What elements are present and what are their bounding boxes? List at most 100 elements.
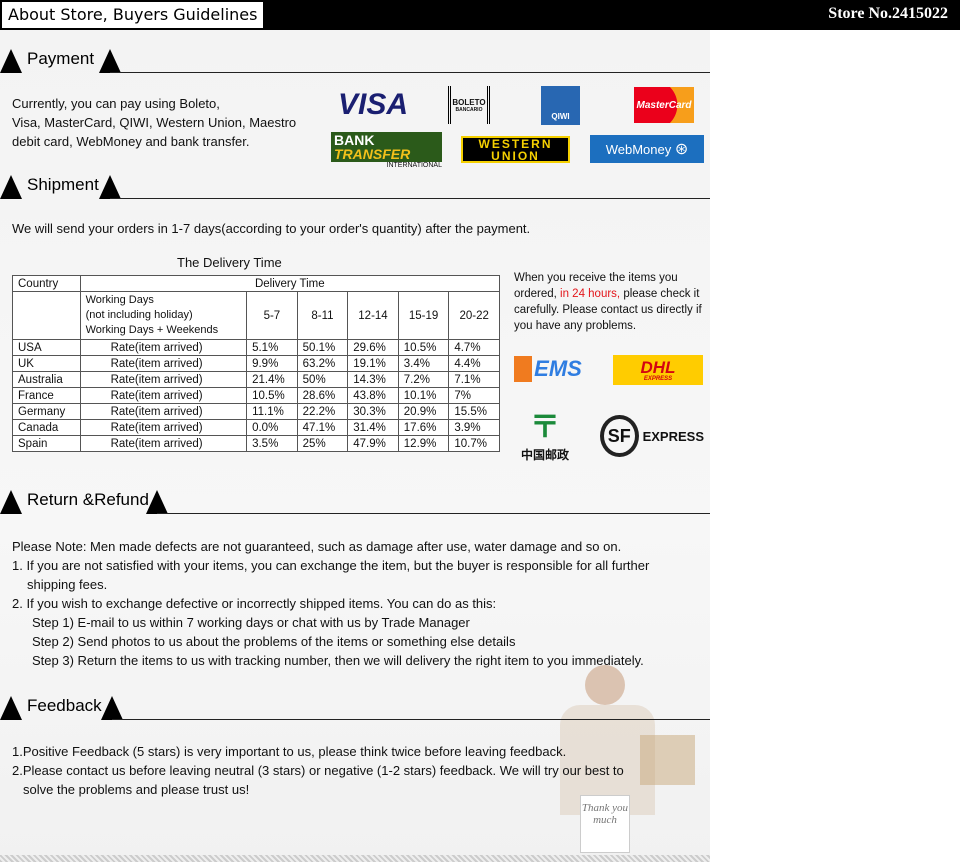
- sf-express-logo: SF EXPRESS: [600, 414, 704, 458]
- rate-label-cell: Rate(item arrived): [79, 355, 248, 372]
- rate-cell: 50%: [296, 371, 349, 388]
- qiwi-logo: QIWI: [541, 86, 580, 125]
- rate-cell: 7.2%: [397, 371, 450, 388]
- rate-cell: 29.6%: [347, 339, 399, 356]
- range-cell: 5-7: [246, 291, 298, 340]
- china-post-logo: 〒中国邮政: [520, 410, 569, 462]
- thank-you-sign: Thank you much: [580, 795, 630, 853]
- country-cell: USA: [12, 339, 81, 356]
- rate-cell: 10.5%: [246, 387, 298, 404]
- rate-cell: 22.2%: [296, 403, 349, 420]
- range-cell: 8-11: [296, 291, 349, 340]
- table-row: UK Rate(item arrived) 9.9% 63.2% 19.1% 3.4% 4.…: [12, 355, 500, 372]
- triangle-icon: [0, 175, 22, 199]
- boleto-logo: BOLETO BANCARIO: [448, 86, 490, 124]
- mastercard-logo: MasterCard: [634, 87, 694, 123]
- divider: [110, 72, 710, 73]
- rate-label-cell: Rate(item arrived): [79, 371, 248, 388]
- rate-cell: 3.9%: [448, 419, 500, 436]
- rate-cell: 63.2%: [296, 355, 349, 372]
- triangle-icon: [99, 175, 121, 199]
- rate-cell: 28.6%: [296, 387, 349, 404]
- rate-cell: 21.4%: [246, 371, 298, 388]
- rate-cell: 10.5%: [397, 339, 450, 356]
- inspection-note: When you receive the items you ordered, …: [514, 272, 702, 332]
- rate-cell: 10.7%: [448, 435, 500, 452]
- rate-cell: 7%: [448, 387, 500, 404]
- rate-cell: 25%: [296, 435, 349, 452]
- rate-cell: 31.4%: [347, 419, 399, 436]
- page-title: About Store, Buyers Guidelines: [2, 2, 264, 28]
- table-row: France Rate(item arrived) 10.5% 28.6% 43.8% 1…: [12, 387, 500, 404]
- payment-text: Currently, you can pay using Boleto, Visa…: [12, 96, 297, 149]
- rate-cell: 43.8%: [347, 387, 399, 404]
- rate-cell: 19.1%: [347, 355, 399, 372]
- rate-label-cell: Rate(item arrived): [79, 435, 248, 452]
- table-row: Spain Rate(item arrived) 3.5% 25% 47.9% 12.9%…: [12, 435, 500, 452]
- rate-cell: 3.4%: [397, 355, 450, 372]
- country-cell: Canada: [12, 419, 81, 436]
- rate-cell: 30.3%: [347, 403, 399, 420]
- rate-label-cell: Rate(item arrived): [79, 387, 248, 404]
- rate-cell: 4.4%: [448, 355, 500, 372]
- header-cell: Country: [12, 275, 81, 292]
- rate-label-cell: Rate(item arrived): [79, 339, 248, 356]
- section-shipment-header: Shipment: [0, 173, 710, 199]
- rate-cell: 47.1%: [296, 419, 349, 436]
- range-cell: 15-19: [397, 291, 450, 340]
- rate-label-cell: Rate(item arrived): [79, 419, 248, 436]
- table-row: Canada Rate(item arrived) 0.0% 47.1% 31.4% 17…: [12, 419, 500, 436]
- rate-cell: 5.1%: [246, 339, 298, 356]
- western-union-logo: WESTERN UNION: [461, 136, 570, 163]
- table-row: Germany Rate(item arrived) 11.1% 22.2% 30.3%…: [12, 403, 500, 420]
- rate-cell: 0.0%: [246, 419, 298, 436]
- top-bar: About Store, Buyers Guidelines Store No.…: [0, 0, 960, 30]
- footer-stripe: [0, 855, 710, 862]
- rate-label-cell: Rate(item arrived): [79, 403, 248, 420]
- country-cell: Germany: [12, 403, 81, 420]
- bank-transfer-logo: BANK TRANSFER INTERNATIONAL: [331, 131, 442, 169]
- section-title: Payment: [27, 49, 95, 68]
- rate-cell: 20.9%: [397, 403, 450, 420]
- range-cell: 12-14: [347, 291, 399, 340]
- shipment-text: We will send your orders in 1-7 days(acc…: [12, 221, 531, 236]
- divider: [112, 719, 710, 720]
- table-title: The Delivery Time: [177, 255, 282, 270]
- visa-logo: VISA: [337, 88, 409, 121]
- feedback-text: 1.Positive Feedback (5 stars) is very im…: [12, 744, 624, 797]
- divider: [110, 198, 710, 199]
- rate-cell: 4.7%: [448, 339, 500, 356]
- rate-cell: 17.6%: [397, 419, 450, 436]
- store-number: Store No.2415022: [828, 5, 948, 22]
- section-feedback-header: Feedback: [0, 694, 710, 720]
- rate-cell: 47.9%: [347, 435, 399, 452]
- rate-cell: 14.3%: [347, 371, 399, 388]
- delivery-time-table: Country Delivery Time Working Days (not in…: [12, 275, 501, 452]
- rate-cell: 10.1%: [397, 387, 450, 404]
- ems-logo: EMS: [514, 356, 584, 382]
- table-row: Australia Rate(item arrived) 21.4% 50% 14.3%…: [12, 371, 500, 388]
- range-cell: 20-22: [448, 291, 500, 340]
- country-cell: UK: [12, 355, 81, 372]
- country-cell: France: [12, 387, 81, 404]
- section-title: Return &Refund: [27, 490, 149, 509]
- country-cell: Spain: [12, 435, 81, 452]
- delivery-man-image: Thank you much: [550, 665, 700, 855]
- webmoney-logo: WebMoney ⊛: [590, 135, 704, 163]
- working-days-cell: Working Days (not including holiday) Worki…: [79, 291, 248, 340]
- section-title: Shipment: [27, 175, 99, 194]
- table-row: USA Rate(item arrived) 5.1% 50.1% 29.6% 10.5%…: [12, 339, 500, 356]
- triangle-icon: [0, 490, 22, 514]
- rate-cell: 50.1%: [296, 339, 349, 356]
- section-payment-header: Payment: [0, 47, 710, 73]
- triangle-icon: [146, 490, 168, 514]
- header-cell: Delivery Time: [79, 275, 501, 292]
- rate-cell: 12.9%: [397, 435, 450, 452]
- triangle-icon: [0, 696, 22, 720]
- section-title: Feedback: [27, 696, 102, 715]
- country-cell: Australia: [12, 371, 81, 388]
- rate-cell: 3.5%: [246, 435, 298, 452]
- triangle-icon: [101, 696, 123, 720]
- rate-cell: 11.1%: [246, 403, 298, 420]
- divider: [157, 513, 710, 514]
